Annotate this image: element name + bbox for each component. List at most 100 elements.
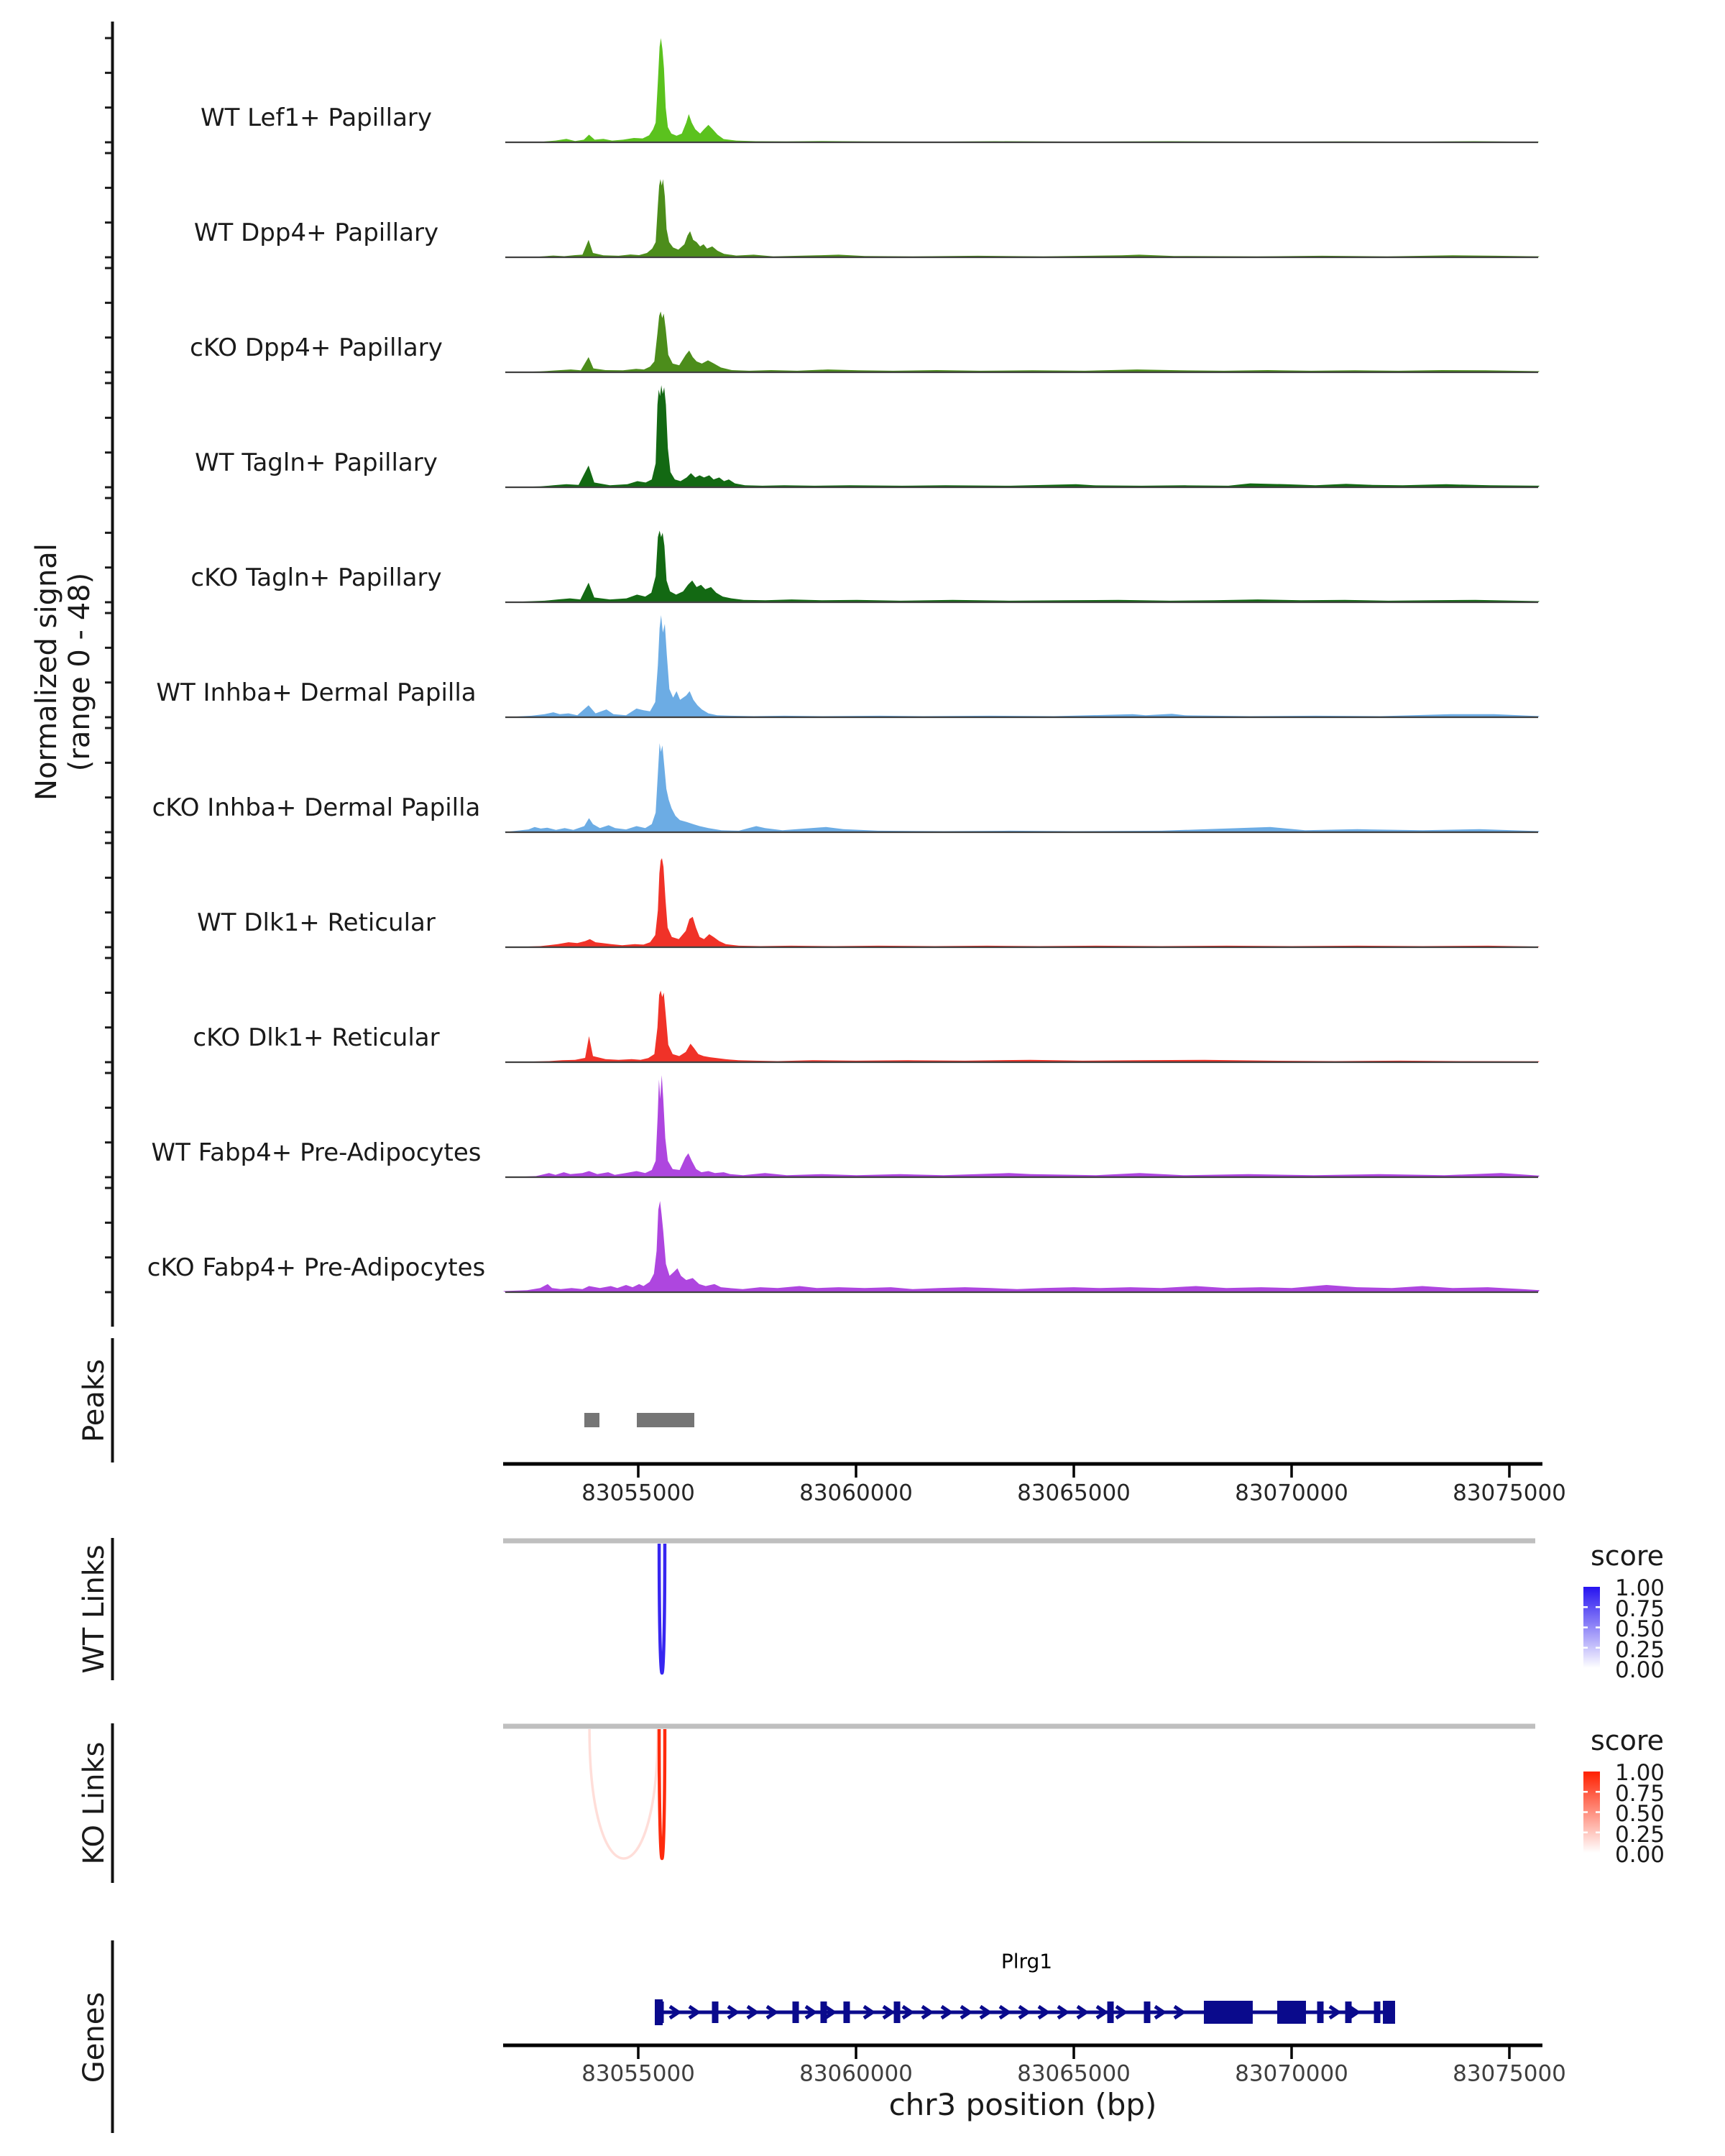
gene-exon-tick-9 bbox=[1345, 2001, 1352, 2023]
ko-links-legend-value-label: 0.50 bbox=[1615, 1801, 1665, 1827]
gene-exon-tick-8 bbox=[1317, 2001, 1324, 2023]
peaks-section-label: Peaks bbox=[78, 1359, 111, 1442]
gene-strand-arrow-icon bbox=[882, 2004, 896, 2020]
ko-links-legend-title: score bbox=[1590, 1725, 1665, 1757]
wt-links-legend-value-label: 1.00 bbox=[1615, 1575, 1665, 1601]
peak-interval-1 bbox=[637, 1413, 694, 1427]
track-label-1: WT Dpp4+ Papillary bbox=[193, 218, 439, 248]
wt-links-legend-value-label: 0.25 bbox=[1615, 1636, 1665, 1663]
ko-link-arc-0 bbox=[588, 1728, 660, 1860]
gene-strand-arrow-icon bbox=[1018, 2004, 1031, 2020]
ruler-tick-label: 83075000 bbox=[1453, 1480, 1566, 1506]
track-label-4: cKO Tagln+ Papillary bbox=[190, 563, 442, 593]
coverage-area-track-3 bbox=[503, 385, 1540, 487]
gene-exon-tick-10 bbox=[1374, 2001, 1381, 2023]
track-label-8: cKO Dlk1+ Reticular bbox=[193, 1023, 440, 1053]
ko-links-legend-value-label: 0.75 bbox=[1615, 1780, 1665, 1807]
track-label-0: WT Lef1+ Papillary bbox=[200, 103, 433, 133]
ko-links-legend-value-label: 1.00 bbox=[1615, 1760, 1665, 1786]
ko-links-spine bbox=[111, 1723, 114, 1883]
gene-strand-arrow-icon bbox=[1154, 2004, 1167, 2020]
gene-strand-arrow-icon bbox=[960, 2004, 973, 2020]
gene-strand-arrow-icon bbox=[862, 2004, 876, 2020]
genes-spine bbox=[111, 1940, 114, 2133]
gene-strand-arrow-icon bbox=[1173, 2004, 1187, 2020]
gene-strand-arrow-icon bbox=[804, 2004, 818, 2020]
coverage-y-spine bbox=[111, 22, 114, 1327]
ko-link-arc-1 bbox=[657, 1728, 667, 1860]
coverage-area-track-5 bbox=[503, 615, 1540, 717]
y-axis-label-line2: (range 0 - 48) bbox=[63, 572, 96, 772]
gene-strand-arrow-icon bbox=[1348, 2004, 1361, 2020]
gene-strand-arrow-icon bbox=[824, 2004, 837, 2020]
genes-section-label: Genes bbox=[78, 1991, 111, 2083]
track-label-2: cKO Dpp4+ Papillary bbox=[190, 333, 443, 363]
wt-links-legend-value-label: 0.00 bbox=[1615, 1657, 1665, 1683]
coverage-area-track-1 bbox=[503, 179, 1540, 257]
gene-strand-arrow-icon bbox=[979, 2004, 993, 2020]
wt-links-legend-value-label: 0.75 bbox=[1615, 1595, 1665, 1622]
gene-strand-arrow-icon bbox=[921, 2004, 934, 2020]
gene-strand-arrow-icon bbox=[1328, 2004, 1342, 2020]
gene-exon-tick-0 bbox=[657, 2001, 664, 2023]
wt-links-legend-title: score bbox=[1590, 1540, 1665, 1572]
gene-exon-tick-2 bbox=[792, 2001, 799, 2023]
gene-strand-arrow-icon bbox=[940, 2004, 954, 2020]
ruler-tick-label: 83065000 bbox=[1017, 2060, 1131, 2087]
gene-strand-arrow-icon bbox=[901, 2004, 915, 2020]
ruler-tick-label: 83075000 bbox=[1453, 2060, 1566, 2087]
gene-strand-arrow-icon bbox=[998, 2004, 1012, 2020]
coverage-area-track-6 bbox=[503, 743, 1540, 832]
track-label-3: WT Tagln+ Papillary bbox=[195, 448, 438, 478]
track-label-10: cKO Fabp4+ Pre-Adipocytes bbox=[147, 1253, 486, 1283]
gene-strand-arrow-icon bbox=[1037, 2004, 1051, 2020]
gene-strand-arrow-icon bbox=[668, 2004, 682, 2020]
ruler-tick-label: 83055000 bbox=[581, 1480, 695, 1506]
coverage-area-track-0 bbox=[503, 38, 1540, 142]
track-label-9: WT Fabp4+ Pre-Adipocytes bbox=[151, 1138, 482, 1168]
y-axis-label: Normalized signal (range 0 - 48) bbox=[30, 543, 96, 801]
track-label-6: cKO Inhba+ Dermal Papilla bbox=[152, 793, 481, 823]
coverage-area-track-8 bbox=[503, 990, 1540, 1062]
coverage-area-track-2 bbox=[503, 311, 1540, 372]
ruler-tick-label: 83070000 bbox=[1235, 1480, 1348, 1506]
gene-strand-arrow-icon bbox=[765, 2004, 779, 2020]
gene-exon-box-0 bbox=[1203, 2001, 1253, 2024]
ruler-tick-label: 83060000 bbox=[799, 2060, 913, 2087]
gene-exon-tick-5 bbox=[893, 2001, 901, 2023]
gene-strand-arrow-icon bbox=[727, 2004, 740, 2020]
ruler-tick-label: 83065000 bbox=[1017, 1480, 1131, 1506]
gene-strand-arrow-icon bbox=[1095, 2004, 1109, 2020]
gene-strand-arrow-icon bbox=[1057, 2004, 1070, 2020]
gene-exon-tick-1 bbox=[712, 2001, 719, 2023]
gene-exon-tick-7 bbox=[1144, 2001, 1151, 2023]
x-axis-title: chr3 position (bp) bbox=[888, 2086, 1157, 2122]
peak-interval-0 bbox=[584, 1413, 600, 1427]
track-label-5: WT Inhba+ Dermal Papilla bbox=[156, 678, 477, 708]
ko-links-legend-value-label: 0.25 bbox=[1615, 1821, 1665, 1848]
peaks-spine bbox=[111, 1338, 114, 1462]
gene-exon-box-2 bbox=[1383, 2001, 1395, 2024]
gene-label: Plrg1 bbox=[1000, 1949, 1053, 1973]
y-axis-label-line1: Normalized signal bbox=[30, 543, 63, 801]
gene-exon-tick-3 bbox=[820, 2001, 827, 2023]
track-label-7: WT Dlk1+ Reticular bbox=[197, 908, 436, 938]
coverage-area-track-9 bbox=[503, 1075, 1540, 1177]
ruler-tick-label: 83055000 bbox=[581, 2060, 695, 2087]
ruler-tick-label: 83060000 bbox=[799, 1480, 913, 1506]
gene-exon-tick-4 bbox=[843, 2001, 850, 2023]
gene-exon-tick-6 bbox=[1107, 2001, 1114, 2023]
ruler-tick-label: 83070000 bbox=[1235, 2060, 1348, 2087]
ko-links-section-label: KO Links bbox=[78, 1741, 111, 1865]
wt-link-arc-0 bbox=[657, 1543, 667, 1674]
gene-strand-arrow-icon bbox=[746, 2004, 760, 2020]
coverage-area-track-10 bbox=[503, 1201, 1540, 1292]
gene-exon-box-1 bbox=[1277, 2001, 1306, 2024]
coverage-area-track-4 bbox=[503, 530, 1540, 602]
wt-links-spine bbox=[111, 1538, 114, 1680]
wt-links-legend-value-label: 0.50 bbox=[1615, 1616, 1665, 1642]
coverage-area-track-7 bbox=[503, 858, 1540, 947]
wt-links-section-label: WT Links bbox=[78, 1544, 111, 1674]
gene-strand-arrow-icon bbox=[688, 2004, 702, 2020]
